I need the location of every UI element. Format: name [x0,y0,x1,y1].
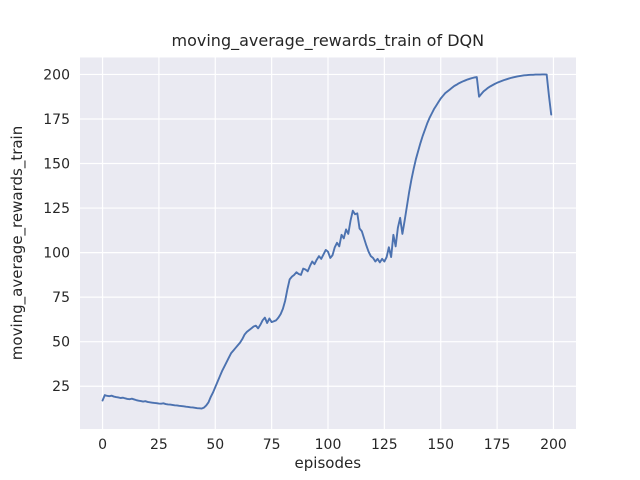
x-axis-label: episodes [295,454,362,472]
chart-title: moving_average_rewards_train of DQN [172,31,485,51]
x-tick-label: 100 [315,437,342,453]
x-tick-label: 150 [427,437,454,453]
series-layer [101,73,553,410]
x-tick-label: 50 [206,437,224,453]
y-tick-label: 75 [52,290,70,306]
y-tick-label: 100 [43,246,70,262]
x-tick-label: 25 [150,437,168,453]
x-tick-label: 200 [540,437,567,453]
x-tick-label: 0 [98,437,107,453]
y-tick-label: 175 [43,112,70,128]
y-tick-label: 50 [52,335,70,351]
tick-label-layer: 0 25 50 75 100 125 150 175 200 25 50 75 100 125 150 175… [43,67,567,453]
y-tick-label: 150 [43,157,70,173]
x-tick-label: 175 [484,437,511,453]
y-axis-label: moving_average_rewards_train [8,126,27,360]
reward-line [101,73,553,410]
x-tick-label: 75 [263,437,281,453]
y-tick-label: 125 [43,201,70,217]
x-tick-label: 125 [371,437,398,453]
grid-layer [80,57,576,429]
y-tick-label: 25 [52,379,70,395]
y-tick-label: 200 [43,67,70,83]
